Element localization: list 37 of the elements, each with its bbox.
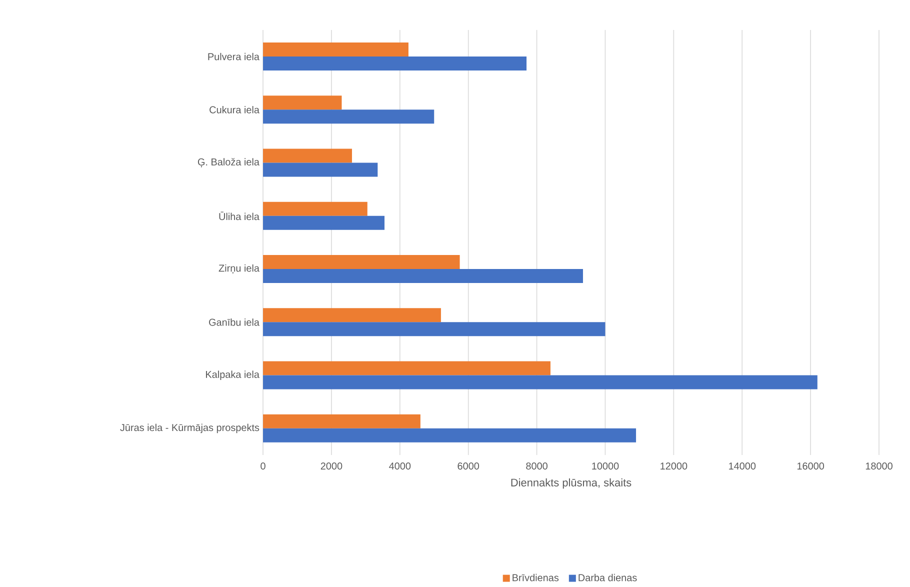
- y-tick-label: Ganību iela: [209, 318, 260, 326]
- bar: [263, 96, 342, 110]
- bar: [263, 149, 352, 163]
- x-tick-label: 2000: [320, 462, 342, 470]
- y-tick-label: Ūliha iela: [219, 212, 260, 220]
- legend-label: Darba dienas: [578, 574, 637, 582]
- x-tick-label: 12000: [660, 462, 688, 470]
- bar: [263, 110, 434, 124]
- bar: [263, 428, 636, 443]
- x-tick-label: 14000: [729, 462, 756, 470]
- bar: [263, 163, 378, 177]
- bar: [263, 361, 550, 376]
- y-tick-label: Pulvera iela: [208, 53, 260, 60]
- bar: [263, 255, 460, 270]
- y-tick-label: Zirņu iela: [218, 264, 260, 274]
- x-tick-label: 18000: [866, 462, 892, 470]
- x-tick-label: 6000: [458, 462, 480, 470]
- y-tick-label: Ģ. Baloža iela: [198, 158, 260, 168]
- x-tick-label: 10000: [592, 462, 619, 470]
- bar: [263, 42, 408, 57]
- x-tick-label: 0: [260, 462, 266, 470]
- bar: [263, 414, 420, 429]
- x-tick-label: 8000: [526, 462, 548, 470]
- y-tick-label: Kalpaka iela: [206, 370, 260, 380]
- x-tick-label: 4000: [389, 462, 411, 470]
- bar: [263, 202, 368, 216]
- y-tick-label: Cukura iela: [210, 106, 260, 114]
- bar: [263, 308, 441, 322]
- bar: [263, 322, 606, 336]
- legend-label: Brīvdienas: [512, 574, 559, 582]
- bar: [263, 375, 818, 390]
- x-axis-title: Diennakts plūsma, skaits: [511, 478, 632, 489]
- bar: [263, 269, 583, 284]
- y-tick-label: Jūras iela - Kūrmājas prospekts: [120, 424, 260, 434]
- bar: [263, 56, 527, 71]
- x-tick-label: 16000: [797, 462, 824, 470]
- bar: [263, 216, 384, 230]
